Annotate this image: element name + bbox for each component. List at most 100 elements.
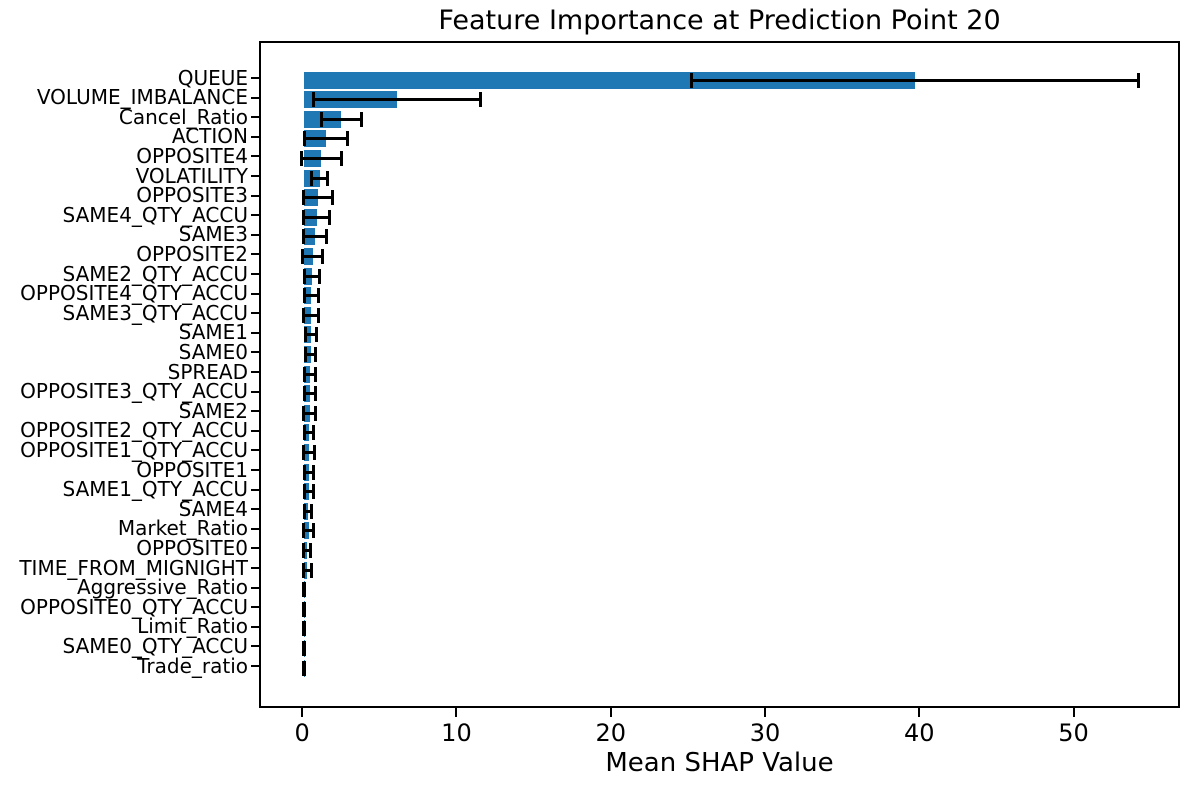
x-tick-mark — [455, 708, 458, 717]
x-tick-label: 10 — [441, 719, 472, 747]
error-bar — [301, 156, 342, 160]
error-bar — [303, 529, 314, 533]
error-bar-cap — [299, 150, 303, 166]
y-tick-label: OPPOSITE4 — [136, 143, 248, 168]
error-bar-cap — [310, 170, 314, 186]
y-tick-label: OPPOSITE4_QTY_ACCU — [20, 281, 248, 306]
error-bar-cap — [310, 503, 314, 519]
error-bar-cap — [302, 288, 306, 304]
error-bar-cap — [303, 366, 307, 382]
y-tick-label: SAME0_QTY_ACCU — [62, 633, 248, 658]
y-tick-label: SAME4_QTY_ACCU — [62, 202, 248, 227]
error-bar-cap — [302, 484, 306, 500]
y-tick-label: OPPOSITE3 — [136, 183, 248, 208]
error-bar-cap — [301, 542, 305, 558]
error-bar-cap — [302, 209, 306, 225]
error-bar-cap — [301, 248, 305, 264]
error-bar-cap — [331, 190, 335, 206]
error-bar-cap — [302, 131, 306, 147]
y-tick-mark — [251, 155, 259, 158]
chart-title: Feature Importance at Prediction Point 2… — [438, 5, 1001, 36]
y-tick-label: SPREAD — [167, 359, 248, 384]
error-bar-cap — [303, 503, 307, 519]
error-bar — [303, 568, 312, 572]
x-tick-mark — [918, 708, 921, 717]
error-bar-cap — [313, 386, 317, 402]
error-bar — [303, 235, 327, 239]
x-axis-label: Mean SHAP Value — [605, 748, 834, 778]
error-bar-cap — [302, 229, 306, 245]
y-tick-label: OPPOSITE2_QTY_ACCU — [20, 418, 248, 443]
y-tick-mark — [251, 175, 259, 177]
error-bar-cap — [302, 444, 306, 460]
x-tick-label: 0 — [294, 719, 310, 747]
error-bar-cap — [339, 150, 343, 166]
y-tick-mark — [251, 606, 259, 609]
error-bar-cap — [318, 268, 322, 284]
y-tick-label: QUEUE — [177, 65, 248, 90]
error-bar-cap — [478, 92, 482, 108]
x-tick-label: 20 — [595, 719, 626, 747]
y-tick-label: VOLATILITY — [135, 163, 248, 188]
y-tick-label: SAME2 — [178, 398, 248, 423]
y-tick-mark — [251, 508, 259, 511]
y-tick-label: OPPOSITE2 — [136, 241, 248, 266]
error-bar-cap — [311, 92, 315, 108]
error-bar — [321, 117, 362, 121]
y-tick-mark — [251, 135, 259, 138]
error-bar — [304, 509, 312, 513]
y-tick-mark — [251, 292, 259, 295]
error-bar-cap — [301, 405, 305, 421]
error-bar-cap — [309, 542, 313, 558]
y-tick-mark — [251, 469, 259, 471]
error-bar-cap — [317, 307, 321, 323]
error-bar-cap — [689, 72, 693, 88]
y-tick-mark — [251, 371, 259, 373]
error-bar-cap — [314, 405, 318, 421]
error-bar-cap — [303, 640, 307, 656]
error-bar-cap — [317, 288, 321, 304]
y-tick-label: SAME3_QTY_ACCU — [62, 300, 248, 325]
y-tick-mark — [251, 351, 259, 354]
x-tick-mark — [1072, 708, 1075, 717]
error-bar-cap — [311, 464, 315, 480]
y-tick-mark — [251, 253, 259, 256]
error-bar-cap — [345, 131, 349, 147]
y-tick-mark — [251, 390, 259, 393]
error-bar-cap — [303, 327, 307, 343]
error-bar-cap — [301, 307, 305, 323]
error-bar-cap — [311, 484, 315, 500]
y-tick-label: SAME1 — [178, 320, 248, 345]
error-bar-cap — [302, 464, 306, 480]
y-tick-mark — [251, 331, 259, 334]
y-tick-label: SAME0 — [178, 339, 248, 364]
error-bar — [311, 176, 328, 180]
y-tick-mark — [251, 527, 259, 530]
error-bar — [304, 137, 348, 141]
y-tick-label: OPPOSITE0 — [136, 535, 248, 560]
plot-area — [259, 41, 1180, 708]
error-bar — [304, 392, 316, 396]
error-bar — [304, 470, 314, 474]
y-tick-mark — [251, 194, 259, 197]
error-bar-cap — [325, 170, 329, 186]
error-bar — [303, 313, 319, 317]
y-tick-label: OPPOSITE0_QTY_ACCU — [20, 594, 248, 619]
y-tick-label: VOLUME_IMBALANCE — [36, 85, 248, 110]
error-bar — [305, 352, 316, 356]
y-tick-label: Limit_Ratio — [137, 614, 248, 639]
y-tick-mark — [251, 567, 259, 569]
error-bar — [303, 548, 311, 552]
y-tick-label: SAME1_QTY_ACCU — [62, 477, 248, 502]
y-tick-mark — [251, 488, 259, 491]
y-tick-mark — [251, 214, 259, 217]
error-bar-cap — [319, 111, 323, 127]
error-bar — [313, 98, 481, 102]
error-bar-cap — [311, 523, 315, 539]
error-bar-cap — [324, 229, 328, 245]
error-bar-cap — [321, 248, 325, 264]
error-bar-cap — [1137, 72, 1141, 88]
y-tick-mark — [251, 77, 259, 79]
error-bar-cap — [303, 601, 307, 617]
y-tick-mark — [251, 625, 259, 628]
